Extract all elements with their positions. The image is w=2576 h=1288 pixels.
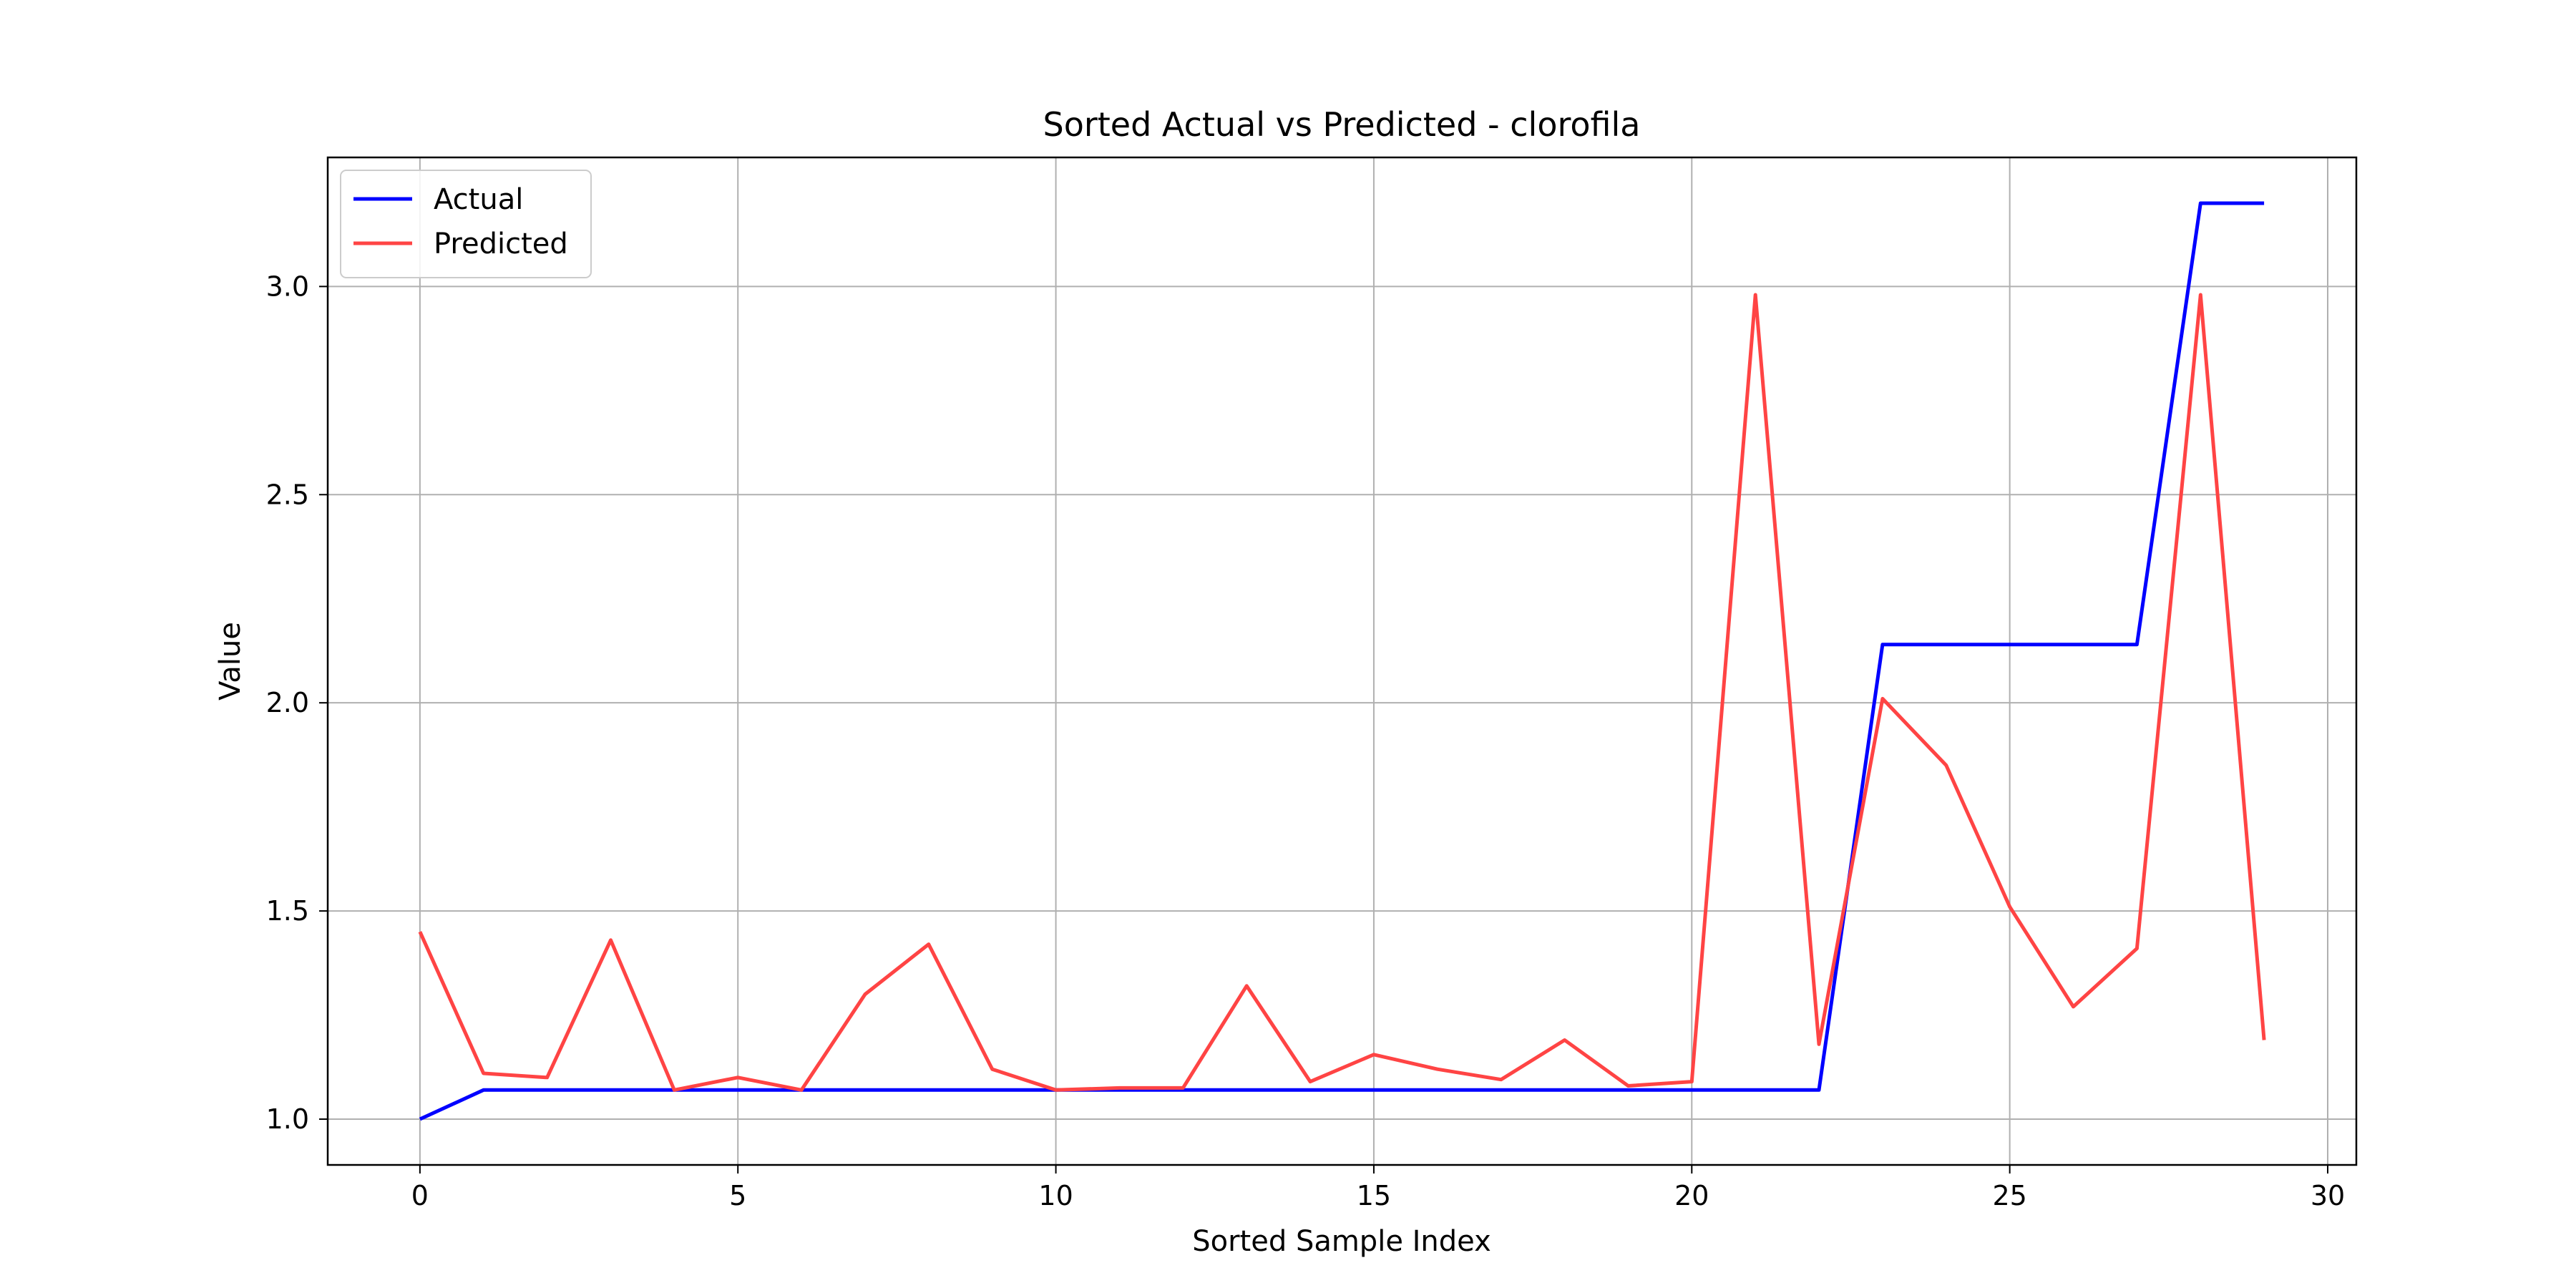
grid — [328, 157, 2356, 1165]
series-line-predicted — [418, 293, 2266, 1092]
y-tick-label: 1.0 — [266, 1103, 309, 1135]
x-tick-label: 15 — [1357, 1180, 1391, 1211]
x-tick-label: 20 — [1674, 1180, 1709, 1211]
x-tick-label: 0 — [411, 1180, 429, 1211]
axis-ticks: 0 5 10 15 20 25 30 1.0 1.5 2.0 2.5 3.0 — [266, 270, 2346, 1211]
x-tick-label: 5 — [729, 1180, 746, 1211]
y-tick-label: 1.5 — [266, 895, 309, 927]
series-line-actual — [419, 201, 2265, 1121]
x-tick-label: 25 — [1992, 1180, 2026, 1211]
series-lines — [418, 201, 2266, 1121]
y-tick-label: 3.0 — [266, 270, 309, 302]
y-tick-label: 2.5 — [266, 479, 309, 510]
legend-label-actual: Actual — [434, 183, 523, 216]
plot-frame — [326, 156, 2358, 1166]
y-axis-label: Value — [214, 622, 247, 701]
x-axis-label: Sorted Sample Index — [1192, 1225, 1491, 1258]
x-tick-label: 10 — [1038, 1180, 1073, 1211]
y-tick-label: 2.0 — [266, 687, 309, 718]
legend: Actual Predicted — [340, 170, 592, 278]
legend-label-predicted: Predicted — [434, 228, 568, 260]
x-tick-label: 30 — [2311, 1180, 2345, 1211]
chart-title: Sorted Actual vs Predicted - clorofila — [1043, 105, 1641, 144]
